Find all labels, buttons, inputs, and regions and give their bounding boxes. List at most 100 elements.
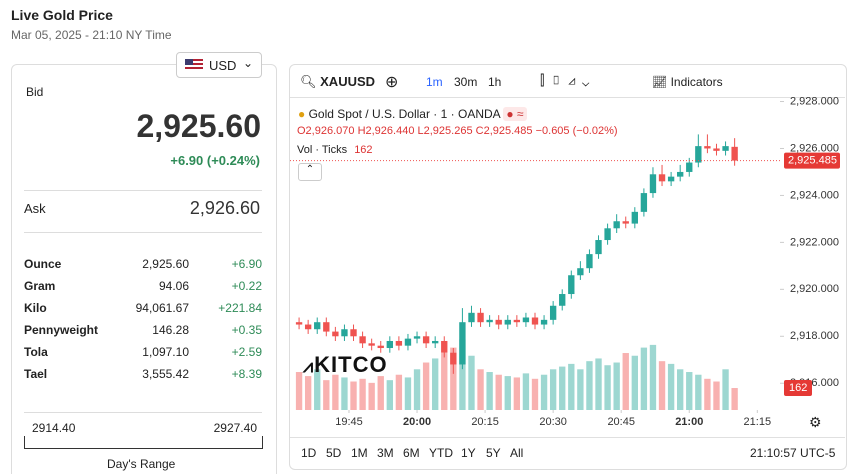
x-tick-label: 21:15 (744, 416, 772, 428)
range-button[interactable]: 5Y (486, 446, 501, 460)
candle-body (295, 322, 303, 325)
candle-body (540, 319, 548, 325)
metal-name: Tola (24, 345, 48, 359)
metal-name: Tael (24, 367, 48, 381)
volume-bar (323, 380, 330, 410)
ask-label: Ask (24, 201, 46, 216)
subtitle: Mar 05, 2025 - 21:10 NY Time (11, 28, 172, 42)
candle-body (495, 319, 502, 325)
x-tick-label: 20:30 (539, 416, 567, 428)
candle-body (341, 329, 348, 337)
bid-label: Bid (26, 85, 44, 99)
chart-tools[interactable]: ⫿▯◿⌄ (540, 72, 596, 88)
volume-bar (468, 355, 475, 410)
candle-body (450, 352, 457, 365)
divider (290, 437, 845, 438)
volume-bar (314, 369, 321, 410)
range-button[interactable]: 5D (326, 446, 342, 460)
metal-price: 3,555.42 (142, 367, 189, 381)
volume-bar (695, 374, 702, 410)
candle-body (377, 345, 384, 349)
metal-name: Gram (24, 279, 56, 293)
range-button[interactable]: All (510, 446, 524, 460)
volume-bar (386, 380, 393, 410)
volume-bar (568, 363, 575, 410)
ask-value: 2,926.60 (189, 198, 260, 218)
interval[interactable]: 1h (488, 75, 502, 89)
volume-bar (295, 372, 303, 410)
volume-bar (513, 377, 521, 410)
volume-bar (631, 355, 638, 410)
x-tick-label: 20:45 (607, 416, 635, 428)
candle-body (649, 174, 657, 194)
interval[interactable]: 1m (426, 75, 443, 89)
metal-name: Ounce (24, 257, 62, 271)
volume-bar (422, 362, 430, 410)
collapse-button[interactable]: ⌃ (298, 163, 322, 181)
candle-body (404, 338, 412, 346)
metal-change: +0.35 (231, 323, 262, 337)
currency-select[interactable]: USD ⌄ (176, 52, 262, 78)
volume-bar (549, 369, 557, 410)
candle-body (304, 324, 312, 330)
ohlc: O2,926.070 H2,926.440 L2,925.265 C2,925.… (297, 125, 618, 137)
x-tick-label: 21:00 (675, 416, 703, 428)
flag-icon (185, 59, 203, 71)
x-tick-label: 19:45 (335, 416, 363, 428)
range-button[interactable]: 1M (351, 446, 368, 460)
candle-body (722, 146, 729, 151)
range-button[interactable]: 1Y (461, 446, 476, 460)
title: Live Gold Price (11, 7, 113, 23)
candle-body (568, 275, 575, 295)
x-tick-label: 20:15 (471, 416, 499, 428)
ohlc-low: L2,925.265 (417, 125, 473, 137)
candle-body (395, 340, 403, 346)
indicators-text: Indicators (670, 75, 723, 89)
volume-bar (686, 372, 693, 410)
metal-name: Kilo (24, 301, 47, 315)
clock: 21:10:57 UTC-5 (750, 446, 836, 460)
y-tick-label: 2,918.000 (790, 330, 839, 342)
metal-name: Pennyweight (24, 323, 99, 337)
candle-body (314, 322, 321, 330)
candle-body (459, 322, 466, 365)
volume-bar (667, 363, 675, 410)
candle-body (359, 336, 366, 344)
metal-price: 94.06 (158, 279, 189, 293)
divider (24, 190, 262, 191)
volume-bar (432, 358, 439, 410)
candle-body (613, 221, 620, 229)
divider (290, 97, 845, 98)
compare-button[interactable]: ⊕ (385, 74, 399, 91)
volume-bar (477, 369, 484, 410)
indicators-button[interactable]: 📈︎ Indicators (652, 75, 723, 89)
candle-body (695, 146, 702, 163)
range-button[interactable]: 6M (403, 446, 420, 460)
metal-change: +6.90 (231, 257, 262, 271)
interval[interactable]: 30m (454, 75, 478, 89)
settings-icon[interactable]: ⚙︎ (809, 414, 822, 430)
range-label: Day's Range (107, 457, 176, 471)
bid-value: 2,925.60 (136, 108, 261, 144)
volume-bar (441, 353, 448, 410)
volume-bar (622, 353, 629, 410)
volume-bar (713, 381, 720, 410)
volume-bar (459, 339, 466, 410)
volume-value-box (784, 380, 812, 397)
range-button[interactable]: 1D (301, 446, 317, 460)
candle-body (323, 322, 330, 332)
candle-body (586, 254, 593, 269)
candle-body (368, 343, 375, 346)
metal-change: +2.59 (231, 345, 262, 359)
volume-bar (377, 376, 384, 410)
volume-bar (595, 358, 602, 410)
symbol[interactable]: 🔍︎ XAUUSD (300, 74, 376, 89)
ohlc-change: −0.605 (−0.02%) (535, 125, 618, 137)
range-button[interactable]: YTD (429, 446, 453, 460)
range-button[interactable]: 3M (377, 446, 394, 460)
metal-price: 2,925.60 (142, 257, 189, 271)
watermark-text: KITCO (314, 352, 388, 377)
volume-bar (350, 381, 357, 410)
